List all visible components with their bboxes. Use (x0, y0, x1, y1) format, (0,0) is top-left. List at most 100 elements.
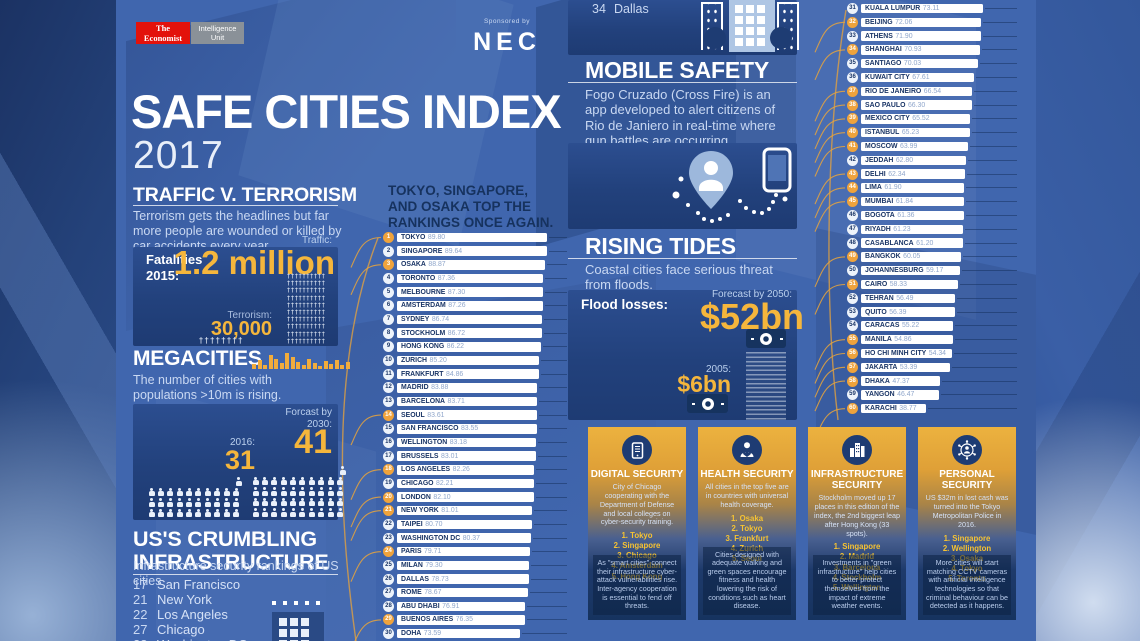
rank-badge: 40 (847, 127, 858, 139)
person-icon (261, 508, 268, 517)
building-icon (272, 612, 324, 641)
flood-losses-label: Flood losses: (581, 297, 669, 312)
rank-badge: 20 (383, 491, 394, 503)
us-city-rank: 28 (133, 637, 157, 641)
mobile-safety-panel (568, 143, 797, 229)
ranking-row: 59 YANGON 46.47 (847, 389, 1017, 401)
person-icon (233, 508, 240, 518)
rank-badge: 19 (383, 477, 394, 489)
rank-city: ATHENS (865, 32, 893, 40)
person-icon (271, 508, 278, 517)
top5-item: 2. Tokyo (731, 523, 763, 533)
person-icon (299, 487, 306, 496)
ranking-row: 58 DHAKA 47.37 (847, 375, 1017, 387)
person-icon (308, 476, 315, 486)
ranking-row: 51 CAIRO 58.33 (847, 279, 1017, 290)
rank-badge: 23 (383, 532, 394, 544)
us-city-name: Washington DC (157, 637, 248, 641)
rank-badge: 37 (847, 85, 858, 97)
rank-badge: 51 (847, 279, 858, 290)
person-icon (261, 497, 268, 507)
rank-bar: PARIS 79.71 (397, 546, 531, 557)
person-icon (280, 497, 287, 507)
rank-connector-line (953, 353, 1017, 354)
rank-city: MEXICO CITY (865, 115, 910, 123)
ranking-row: 55 MANILA 54.86 (847, 334, 1017, 346)
person-icon (186, 498, 193, 507)
rank-bar: WELLINGTON 83.18 (397, 437, 536, 448)
intelligence-unit-line1: Intelligence (198, 23, 237, 33)
person-icon (280, 476, 287, 486)
rank-bar: SANTIAGO 70.03 (861, 58, 978, 69)
rank-bar: BARCELONA 83.71 (397, 396, 537, 407)
rank-score: 73.59 (423, 630, 442, 638)
wrecking-ball-icon (704, 27, 726, 49)
person-icon (290, 476, 297, 486)
rank-badge: 48 (847, 237, 858, 249)
rank-score: 85.20 (429, 356, 447, 364)
rank-bar: SEOUL 83.61 (397, 410, 537, 420)
box-footer: More cities will start matching CCTV cam… (923, 555, 1011, 615)
ranking-list-31-60: 31 KUALA LUMPUR 73.11 32 BEIJING 72.06 33 ATHEN… (814, 3, 1017, 439)
rank-badge: 15 (383, 423, 394, 435)
rank-score: 61.90 (884, 184, 902, 192)
rank-city: SEOUL (401, 411, 425, 419)
ranking-row: 37 RIO DE JANEIRO 66.54 (847, 85, 1017, 97)
ranking-row: 42 JEDDAH 62.80 (847, 154, 1017, 166)
top5-item: 1. Osaka (730, 513, 764, 523)
rank-score: 65.23 (901, 129, 920, 137)
box-title: DIGITAL SECURITY (590, 469, 684, 480)
person-icon (167, 508, 174, 518)
rank-bar: TORONTO 87.36 (397, 273, 543, 284)
rank-score: 62.80 (895, 156, 914, 164)
rank-score: 87.36 (437, 274, 455, 282)
rank-bar: JOHANNESBURG 59.17 (861, 265, 960, 276)
rank-badge: 57 (847, 361, 858, 373)
megacities-heading: MEGACITIES (133, 347, 262, 370)
rank-connector-line (536, 496, 567, 498)
ranking-row: 50 JOHANNESBURG 59.17 (847, 265, 1017, 277)
person-icon (195, 508, 202, 518)
rank-badge: 56 (847, 348, 858, 359)
ranking-row: 44 LIMA 61.90 (847, 182, 1017, 194)
us-city-name: New York (157, 592, 212, 607)
flood-2005-label: 2005: (705, 364, 731, 375)
megacities-2030-pictogram-grid (252, 466, 346, 519)
box-footer: As "smart cities" connect their infrastr… (593, 555, 681, 615)
digital-security-box: DIGITAL SECURITY City of Chicago coopera… (588, 427, 686, 620)
rank-connector-line (965, 228, 1017, 230)
rank-score: 83.61 (427, 411, 445, 419)
building-icon (842, 435, 872, 465)
rank-connector-line (972, 118, 1017, 120)
rank-connector-line (543, 332, 567, 334)
rank-bar: SAN FRANCISCO 83.55 (397, 423, 537, 434)
us-city-row: 34 Dallas (592, 2, 649, 16)
rank-bar: BOGOTA 61.36 (861, 210, 964, 221)
rank-connector-line (965, 242, 1017, 244)
rank-score: 86.22 (446, 343, 465, 351)
rank-connector-line (541, 359, 567, 361)
ranking-row: 28 ABU DHABI 76.91 (383, 600, 567, 612)
rank-score: 70.93 (904, 46, 922, 54)
person-icon (290, 508, 297, 517)
person-icon (252, 497, 259, 507)
box-footer: Cities designed with adequate walking an… (703, 546, 791, 615)
rank-bar: MELBOURNE 87.30 (397, 287, 543, 297)
us-infrastructure-heading-line2: INFRASTRUCTURE (133, 549, 329, 574)
rank-badge: 3 (383, 259, 394, 271)
mobile-safety-heading: MOBILE SAFETY (585, 57, 769, 83)
rank-badge: 41 (847, 141, 858, 152)
rank-bar: DALLAS 78.73 (397, 574, 529, 584)
rank-city: RIYADH (865, 225, 891, 233)
top5-item: 3. Frankfurt (725, 533, 769, 543)
rank-city: BOGOTA (865, 212, 895, 219)
person-icon (337, 487, 344, 496)
person-icon (318, 487, 325, 496)
rank-city: ZURICH (401, 356, 428, 364)
wrecking-ball-icon (770, 27, 792, 49)
rankings-heading: TOKYO, SINGAPORE, AND OSAKA TOP THE RANK… (388, 183, 554, 231)
traffic-terrorism-heading: TRAFFIC V. TERRORISM (133, 184, 357, 206)
us-city-name: Dallas (614, 2, 649, 16)
flood-2005-value: $6bn (677, 371, 731, 397)
rank-score: 66.30 (907, 101, 926, 109)
